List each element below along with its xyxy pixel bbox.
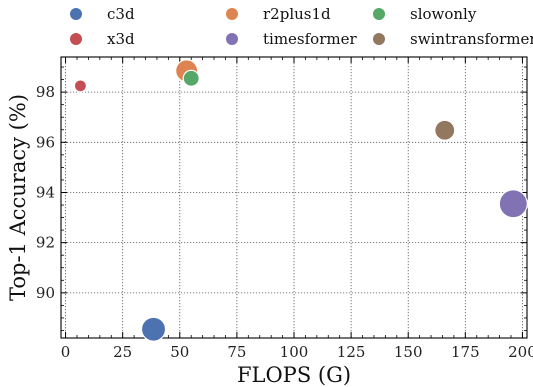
- point-swintransformer: [434, 119, 456, 141]
- point-slowonly: [182, 69, 200, 87]
- x-tick-label: 200: [508, 343, 533, 361]
- x-tick-label: 175: [451, 343, 480, 361]
- legend-label-x3d: x3d: [107, 30, 135, 48]
- y-tick-label: 92: [36, 234, 55, 252]
- legend-marker-slowonly: [373, 8, 385, 20]
- y-axis-title: Top-1 Accuracy (%): [6, 94, 30, 301]
- x-tick-label: 150: [394, 343, 423, 361]
- x-tick-label: 25: [113, 343, 132, 361]
- legend-marker-swintransformer: [373, 33, 385, 45]
- point-timesformer: [498, 189, 528, 219]
- legend-label-timesformer: timesformer: [263, 30, 357, 48]
- legend-label-r2plus1d: r2plus1d: [263, 5, 331, 23]
- x-axis-title: FLOPS (G): [237, 363, 351, 387]
- point-x3d: [73, 79, 88, 93]
- legend-marker-r2plus1d: [226, 8, 238, 20]
- legend-marker-x3d: [70, 33, 82, 45]
- y-tick-label: 98: [36, 83, 55, 101]
- point-c3d: [140, 316, 167, 342]
- legend-label-swintransformer: swintransformer: [410, 30, 533, 48]
- legend-label-c3d: c3d: [107, 5, 135, 23]
- x-tick-label: 50: [170, 343, 189, 361]
- y-tick-label: 96: [36, 133, 55, 151]
- x-tick-label: 100: [280, 343, 309, 361]
- x-tick-label: 125: [337, 343, 366, 361]
- y-tick-label: 94: [36, 183, 55, 201]
- legend-marker-timesformer: [226, 33, 238, 45]
- x-tick-label: 0: [61, 343, 71, 361]
- y-tick-label: 90: [36, 284, 55, 302]
- legend-label-slowonly: slowonly: [410, 5, 477, 23]
- x-tick-label: 75: [227, 343, 246, 361]
- legend-marker-c3d: [70, 8, 82, 20]
